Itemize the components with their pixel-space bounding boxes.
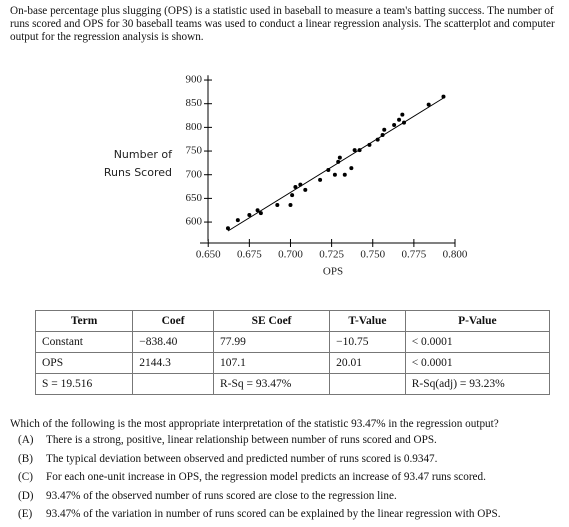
table-cell: −838.40 bbox=[132, 331, 214, 353]
column-header: SE Coef bbox=[212, 310, 331, 332]
column-header: P-Value bbox=[404, 310, 551, 332]
column-header: Coef bbox=[132, 310, 214, 332]
point bbox=[375, 137, 380, 142]
point bbox=[258, 211, 263, 216]
y-tick-label: 700 bbox=[186, 168, 203, 180]
table-row: Constant −838.40 77.99 −10.75 < 0.0001 bbox=[34, 331, 551, 353]
table-cell: 77.99 bbox=[212, 331, 331, 353]
y-tick-label: 600 bbox=[186, 216, 203, 228]
point bbox=[426, 102, 431, 107]
choice-letter: (D) bbox=[18, 489, 34, 502]
table-cell: OPS bbox=[34, 352, 134, 374]
choice: (D) 93.47% of the observed number of runs… bbox=[18, 490, 501, 509]
intro: On-base percentage plus slugging (OPS) i… bbox=[10, 5, 555, 43]
table-cell: 107.1 bbox=[212, 352, 331, 374]
point bbox=[337, 155, 342, 160]
point bbox=[275, 203, 280, 208]
table-cell: −10.75 bbox=[329, 331, 406, 353]
column-header: T-Value bbox=[329, 310, 406, 332]
point bbox=[288, 203, 293, 208]
y-tick-label: 750 bbox=[186, 145, 203, 157]
x-tick-label: 0.675 bbox=[237, 249, 262, 261]
y-tick-label: 650 bbox=[186, 192, 203, 204]
point bbox=[352, 148, 357, 153]
table-cell: 2144.3 bbox=[132, 352, 214, 374]
point bbox=[298, 182, 303, 187]
x-tick-label: 0.775 bbox=[401, 249, 426, 261]
table-cell: Constant bbox=[34, 331, 134, 353]
point bbox=[293, 185, 298, 190]
point bbox=[380, 132, 385, 137]
empty-cell bbox=[132, 373, 214, 395]
point bbox=[247, 212, 252, 217]
chart: Number of Runs Scored OPS 600 650 700 750 80… bbox=[104, 74, 468, 278]
table-cell: S = 19.516 bbox=[34, 373, 134, 395]
table-row: OPS 2144.3 107.1 20.01 < 0.0001 bbox=[34, 352, 551, 374]
choice: (A) There is a strong, positive, linear r… bbox=[18, 434, 501, 453]
point bbox=[400, 112, 405, 117]
point bbox=[326, 167, 331, 172]
choice-text: For each one-unit increase in OPS, the r… bbox=[46, 471, 486, 483]
y-tick-label: 900 bbox=[186, 74, 203, 86]
table-cell: R-Sq(adj) = 93.23% bbox=[404, 373, 551, 395]
point bbox=[303, 187, 308, 192]
choice-letter: (A) bbox=[18, 434, 34, 446]
choice-text: The typical deviation between observed a… bbox=[46, 452, 438, 465]
point bbox=[255, 208, 260, 213]
choices: (A) There is a strong, positive, linear r… bbox=[18, 434, 501, 527]
x-label: OPS bbox=[323, 266, 343, 278]
point bbox=[349, 166, 354, 171]
empty-cell bbox=[329, 373, 406, 395]
x-tick-label: 0.750 bbox=[360, 249, 385, 261]
point bbox=[382, 127, 387, 132]
choice-text: 93.47% of the variation in number of run… bbox=[46, 508, 501, 520]
regression-table: Term Coef SE Coef T-Value P-Value Constant −83… bbox=[34, 310, 551, 395]
table-cell: < 0.0001 bbox=[404, 331, 551, 353]
x-tick-label: 0.650 bbox=[196, 249, 221, 261]
point bbox=[336, 159, 341, 164]
choice-letter: (B) bbox=[18, 452, 33, 465]
y-tick-label: 850 bbox=[186, 97, 203, 109]
point bbox=[290, 193, 295, 198]
question: Which of the following is the most appro… bbox=[10, 418, 499, 430]
point bbox=[397, 117, 402, 122]
choice-letter: (E) bbox=[18, 508, 33, 520]
y-label: Number of bbox=[114, 148, 173, 161]
y-label: Runs Scored bbox=[104, 166, 172, 179]
point bbox=[402, 120, 406, 125]
point bbox=[441, 94, 446, 99]
point bbox=[342, 172, 347, 177]
table-cell: < 0.0001 bbox=[404, 352, 551, 374]
point bbox=[332, 172, 337, 177]
choice-text: 93.47% of the observed number of runs sc… bbox=[46, 489, 397, 502]
point bbox=[392, 123, 397, 128]
table-row: S = 19.516 R-Sq = 93.47% R-Sq(adj) = 93.23… bbox=[34, 373, 551, 395]
x-tick-label: 0.700 bbox=[278, 249, 303, 261]
y-tick-label: 800 bbox=[186, 121, 203, 133]
point bbox=[235, 218, 240, 223]
point bbox=[357, 148, 362, 153]
x-tick-label: 0.725 bbox=[319, 249, 344, 261]
choice: (C) For each one-unit increase in OPS, th… bbox=[18, 471, 501, 490]
point bbox=[318, 177, 323, 182]
point bbox=[225, 226, 230, 231]
x-tick-label: 0.800 bbox=[443, 249, 468, 261]
choice: (E) 93.47% of the variation in number of … bbox=[18, 508, 501, 527]
regression-line bbox=[227, 97, 444, 232]
table-cell: R-Sq = 93.47% bbox=[212, 373, 331, 395]
choice-text: There is a strong, positive, linear rela… bbox=[46, 434, 437, 446]
choice: (B) The typical deviation between observe… bbox=[18, 453, 501, 472]
column-header: Term bbox=[34, 310, 134, 332]
point bbox=[367, 142, 372, 147]
table-cell: 20.01 bbox=[329, 352, 406, 374]
choice-letter: (C) bbox=[18, 471, 33, 483]
